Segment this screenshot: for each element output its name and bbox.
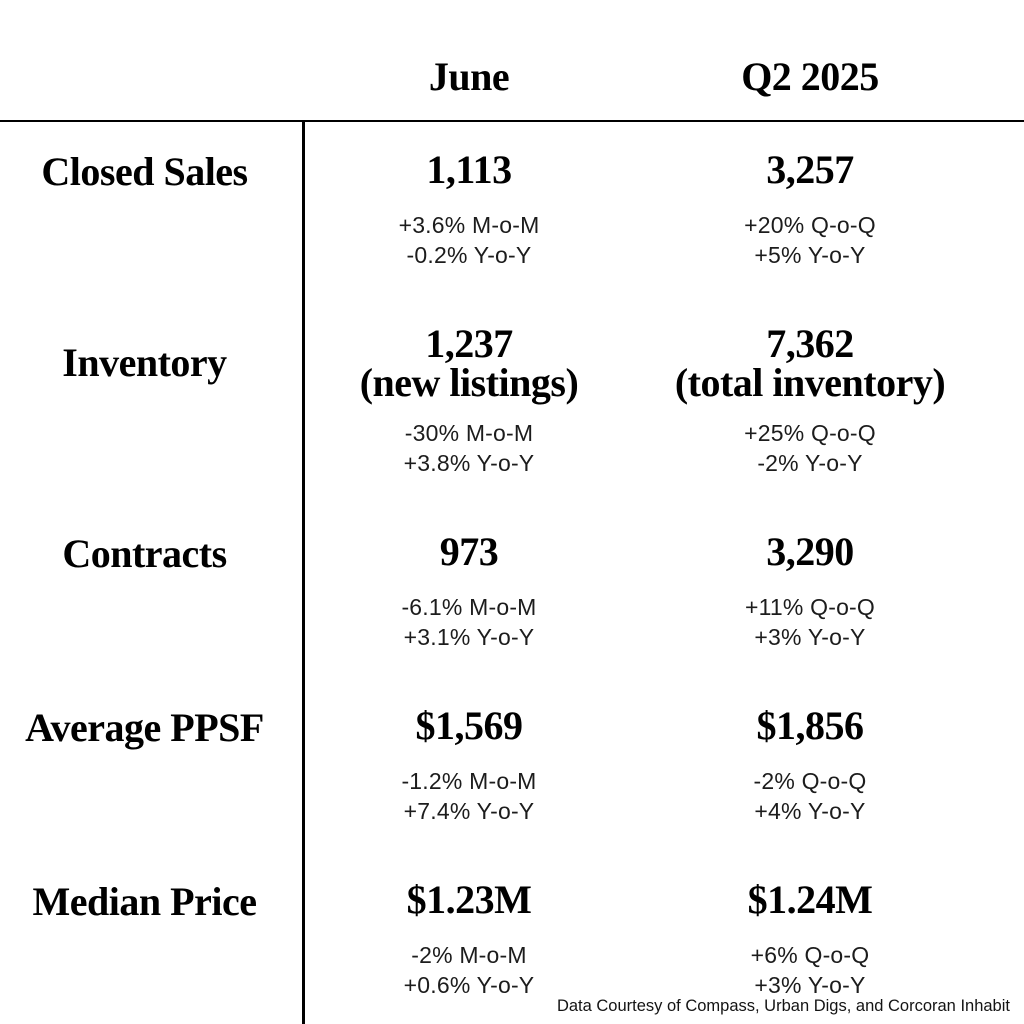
metric-value: 1,113 — [426, 147, 512, 192]
row-label-median-price: Median Price — [32, 879, 257, 924]
yoy-change: -2% Y-o-Y — [757, 450, 863, 476]
qoq-change: +25% Q-o-Q — [744, 420, 876, 446]
contracts-q2-changes: +11% Q-o-Q +3% Y-o-Y — [635, 592, 985, 652]
table-row-average-ppsf: Average PPSF $1,569 $1,856 -1.2% M-o-M +… — [0, 706, 1024, 826]
row-label-inventory: Inventory — [62, 340, 227, 385]
yoy-change: +5% Y-o-Y — [754, 242, 866, 268]
yoy-change: +3% Y-o-Y — [754, 624, 866, 650]
table-row-inventory: Inventory 1,237 (new listings) 7,362 (to… — [0, 324, 1024, 478]
median-price-q2-cell: $1.24M — [635, 880, 985, 924]
contracts-june-cell: 973 — [303, 532, 635, 576]
qoq-change: +11% Q-o-Q — [744, 594, 876, 620]
metric-value: $1.24M — [747, 877, 873, 922]
metric-value: 7,362 — [766, 321, 854, 366]
inventory-june-cell: 1,237 (new listings) — [303, 321, 635, 405]
table-row-contracts: Contracts 973 3,290 -6.1% M-o-M +3.1% Y-… — [0, 532, 1024, 652]
closed-sales-june-cell: 1,113 — [303, 150, 635, 194]
inventory-june-changes: -30% M-o-M +3.8% Y-o-Y — [303, 418, 635, 478]
average-ppsf-q2-cell: $1,856 — [635, 706, 985, 750]
contracts-q2-cell: 3,290 — [635, 532, 985, 576]
median-price-q2-changes: +6% Q-o-Q +3% Y-o-Y — [635, 940, 985, 1000]
metric-value: $1.23M — [406, 877, 532, 922]
yoy-change: +3.8% Y-o-Y — [403, 450, 535, 476]
yoy-change: +3.1% Y-o-Y — [403, 624, 535, 650]
average-ppsf-q2-changes: -2% Q-o-Q +4% Y-o-Y — [635, 766, 985, 826]
metric-value: $1,569 — [415, 703, 524, 748]
row-label-closed-sales: Closed Sales — [41, 149, 248, 194]
yoy-change: +4% Y-o-Y — [754, 798, 866, 824]
yoy-change: +3% Y-o-Y — [754, 972, 866, 998]
yoy-change: +7.4% Y-o-Y — [403, 798, 535, 824]
median-price-june-changes: -2% M-o-M +0.6% Y-o-Y — [303, 940, 635, 1000]
mom-change: -30% M-o-M — [404, 420, 534, 446]
closed-sales-q2-cell: 3,257 — [635, 150, 985, 194]
mom-change: -2% M-o-M — [411, 942, 527, 968]
column-header-q2-2025: Q2 2025 — [741, 54, 879, 99]
table-header: June Q2 2025 — [0, 0, 1024, 122]
mom-change: -1.2% M-o-M — [401, 768, 537, 794]
column-header-june: June — [428, 54, 510, 99]
metric-value: 3,257 — [766, 147, 854, 192]
mom-change: +3.6% M-o-M — [398, 212, 540, 238]
qoq-change: +6% Q-o-Q — [750, 942, 870, 968]
inventory-q2-changes: +25% Q-o-Q -2% Y-o-Y — [635, 418, 985, 478]
table-row-closed-sales: Closed Sales 1,113 3,257 +3.6% M-o-M -0.… — [0, 150, 1024, 270]
row-label-contracts: Contracts — [62, 531, 227, 576]
column-divider-line — [302, 121, 305, 1024]
table-row-median-price: Median Price $1.23M $1.24M -2% M-o-M +0.… — [0, 880, 1024, 1000]
data-attribution: Data Courtesy of Compass, Urban Digs, an… — [556, 997, 1010, 1015]
qoq-change: +20% Q-o-Q — [744, 212, 876, 238]
mom-change: -6.1% M-o-M — [401, 594, 537, 620]
yoy-change: -0.2% Y-o-Y — [406, 242, 532, 268]
closed-sales-q2-changes: +20% Q-o-Q +5% Y-o-Y — [635, 210, 985, 270]
average-ppsf-june-cell: $1,569 — [303, 706, 635, 750]
contracts-june-changes: -6.1% M-o-M +3.1% Y-o-Y — [303, 592, 635, 652]
closed-sales-june-changes: +3.6% M-o-M -0.2% Y-o-Y — [303, 210, 635, 270]
metric-value-note: (total inventory) — [674, 360, 946, 405]
row-label-average-ppsf: Average PPSF — [25, 705, 264, 750]
metric-value: 1,237 — [425, 321, 513, 366]
metric-value: $1,856 — [756, 703, 865, 748]
inventory-q2-cell: 7,362 (total inventory) — [635, 321, 985, 405]
metric-value: 3,290 — [766, 529, 854, 574]
metric-value: 973 — [439, 529, 499, 574]
median-price-june-cell: $1.23M — [303, 880, 635, 924]
average-ppsf-june-changes: -1.2% M-o-M +7.4% Y-o-Y — [303, 766, 635, 826]
yoy-change: +0.6% Y-o-Y — [403, 972, 535, 998]
table-body: Closed Sales 1,113 3,257 +3.6% M-o-M -0.… — [0, 122, 1024, 1000]
metric-value-note: (new listings) — [359, 360, 579, 405]
qoq-change: -2% Q-o-Q — [753, 768, 867, 794]
